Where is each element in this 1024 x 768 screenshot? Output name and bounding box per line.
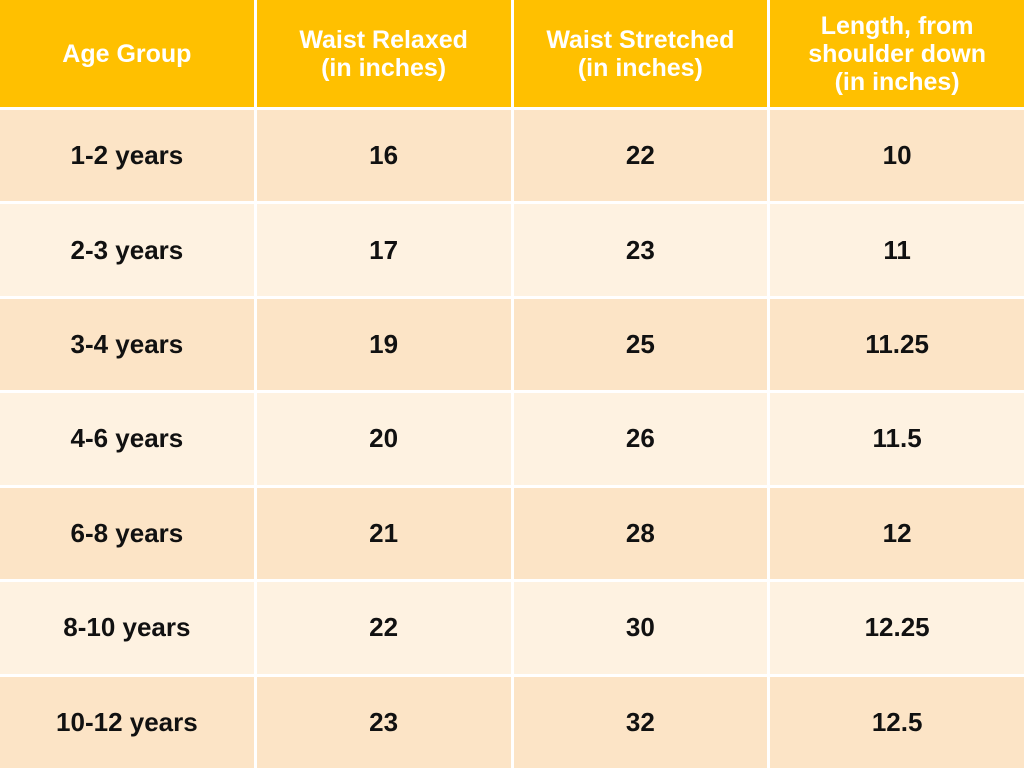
header-cell: Age Group	[0, 0, 254, 107]
table-cell: 12.5	[770, 676, 1024, 768]
table-cell: 32	[513, 676, 768, 768]
table-cell: 10-12 years	[0, 676, 254, 768]
table-cell: 11.5	[770, 393, 1024, 485]
table-cell: 2-3 years	[0, 204, 254, 296]
header-text: (in inches)	[321, 53, 447, 82]
table-cell: 20	[256, 393, 511, 485]
header-cell: Length, from shoulder down (in inches)	[770, 0, 1024, 107]
header-text: Waist Stretched	[546, 25, 735, 54]
table-cell: 22	[256, 582, 511, 674]
table-cell: 16	[256, 110, 511, 202]
header-text: (in inches)	[577, 53, 703, 82]
header-text: Length, from	[820, 11, 974, 40]
table-cell: 25	[513, 298, 768, 391]
table-cell: 11.25	[770, 298, 1024, 391]
table-cell: 11	[770, 204, 1024, 296]
table-cell: 6-8 years	[0, 487, 254, 580]
table-cell: 8-10 years	[0, 582, 254, 674]
table-cell: 23	[513, 204, 768, 296]
header-text: Age Group	[62, 39, 192, 68]
table-cell: 30	[513, 582, 768, 674]
table-cell: 12	[770, 487, 1024, 580]
header-text: shoulder down	[808, 39, 987, 68]
table-cell: 21	[256, 487, 511, 580]
table-cell: 1-2 years	[0, 110, 254, 202]
table-cell: 3-4 years	[0, 298, 254, 391]
header-cell: Waist Relaxed (in inches)	[256, 0, 511, 107]
header-cell: Waist Stretched (in inches)	[513, 0, 768, 107]
header-text: (in inches)	[834, 67, 960, 96]
table-cell: 28	[513, 487, 768, 580]
table-cell: 4-6 years	[0, 393, 254, 485]
header-text: Waist Relaxed	[299, 25, 468, 54]
table-cell: 23	[256, 676, 511, 768]
table-cell: 10	[770, 110, 1024, 202]
table-cell: 19	[256, 298, 511, 391]
table-cell: 17	[256, 204, 511, 296]
table-cell: 26	[513, 393, 768, 485]
table-cell: 12.25	[770, 582, 1024, 674]
table-cell: 22	[513, 110, 768, 202]
